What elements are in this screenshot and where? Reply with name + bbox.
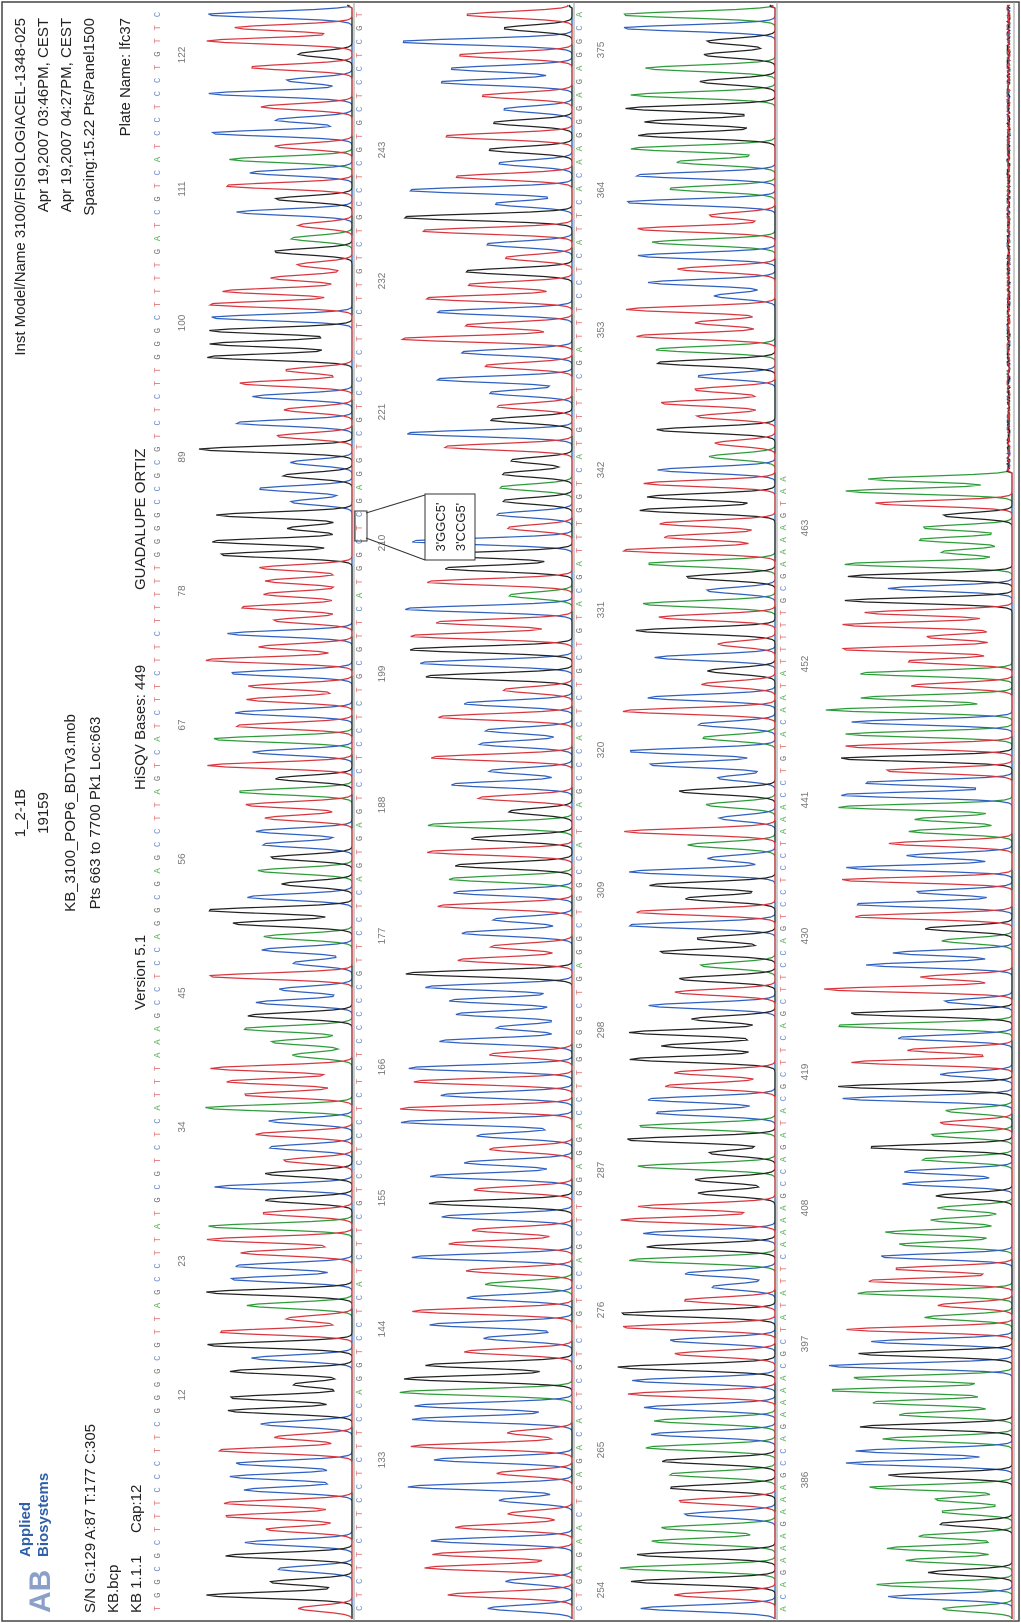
panel: ACAGAAAGAAAGCCAGAAAACGCTATATTCAAAAGCCAGA…: [779, 2, 1014, 1621]
base-position: 188: [377, 796, 388, 813]
base-position: 177: [377, 927, 388, 944]
header-text: Pts 663 to 7700 Pk1 Loc:663: [87, 717, 104, 910]
panel: CTGAGAACTGAGACACTCGTCTGTCCAGCTTGGAGGACCT…: [575, 2, 777, 1621]
base-position: 122: [177, 46, 188, 63]
annotation-text: 3'GGC5': [433, 502, 448, 551]
header-text: Inst Model/Name 3100/FISIOLOGIACEL-1348-…: [12, 18, 29, 356]
annotation: 3'GGC5' 3'CCG5': [355, 494, 475, 560]
trace: [404, 5, 572, 1619]
base-position: 100: [177, 314, 188, 331]
base-position: 430: [800, 927, 811, 944]
header-text: Cap:12: [128, 1485, 145, 1533]
base-position: 419: [800, 1063, 811, 1080]
base-position: 276: [596, 1301, 607, 1318]
header-text: Version 5.1: [132, 935, 149, 1010]
base-position: 265: [596, 1441, 607, 1458]
base-position: 320: [596, 741, 607, 758]
logo-mark: AB: [24, 1570, 57, 1613]
header-text: Apr 19,2007 04:27PM, CEST: [58, 18, 75, 212]
base-position: 331: [596, 601, 607, 618]
annotation-text: 3'CCG5': [453, 503, 468, 551]
base-position: 408: [800, 1199, 811, 1216]
base-position: 463: [800, 519, 811, 536]
base-position: 12: [177, 1389, 188, 1401]
header-text: Apr 19,2007 03:46PM, CEST: [35, 18, 52, 212]
base-position: 199: [377, 665, 388, 682]
base-position: 254: [596, 1581, 607, 1598]
panel: CTCTTCTTCCTCTTCCAGGTCCTCATCTTCGTCCTCCTCT…: [355, 2, 574, 1621]
callout-line: [366, 495, 425, 513]
base-position: 287: [596, 1161, 607, 1178]
base-position: 133: [377, 1451, 388, 1468]
base-position: 298: [596, 1021, 607, 1038]
brand: Biosystems: [35, 1473, 52, 1557]
base-position: 353: [596, 321, 607, 338]
header-text: 1_2-1B: [12, 789, 29, 837]
base-position: 364: [596, 181, 607, 198]
trace: [824, 5, 1012, 1619]
base-position: 309: [596, 881, 607, 898]
printout: AB Applied Biosystems S/N G:129 A:87 T:1…: [0, 0, 1021, 1623]
header-text: 19159: [35, 792, 52, 834]
header-text: Plate Name: lfc37: [117, 18, 134, 136]
header-text: GUADALUPE ORTIZ: [132, 449, 149, 590]
base-position: 342: [596, 461, 607, 478]
page: AB Applied Biosystems S/N G:129 A:87 T:1…: [0, 0, 1021, 1623]
panel: TGGCGCTTTCCCTTCGGGGCGTTAGCCTTATGCGTCTCAT…: [153, 2, 354, 1621]
base-position: 397: [800, 1335, 811, 1352]
base-position: 155: [377, 1189, 388, 1206]
base-position: 221: [377, 403, 388, 420]
base-position: 441: [800, 791, 811, 808]
sequence: TGGCGCTTTCCCTTCGGGGCGTTAGCCTTATGCGTCTCAT…: [153, 11, 163, 1611]
header-text: KB 1.1.1: [128, 1555, 145, 1613]
header-text: KB.bcp: [105, 1565, 122, 1613]
base-position: 23: [177, 1255, 188, 1267]
base-position: 243: [377, 141, 388, 158]
base-position: 78: [177, 585, 188, 597]
base-position: 386: [800, 1471, 811, 1488]
callout-line: [366, 538, 425, 560]
base-position: 232: [377, 272, 388, 289]
header-text: HiSQV Bases: 449: [132, 665, 149, 790]
brand: Applied: [17, 1502, 34, 1557]
sequence: CTCTTCTTCCTCTTCCAGGTCCTCATCTTCGTCCTCCTCT…: [355, 11, 365, 1610]
sequence: CTGAGAACTGAGACACTCGTCTGTCCAGCTTGGAGGACCT…: [575, 11, 585, 1611]
header-text: Spacing:15.22 Pts/Panel1500: [81, 18, 98, 216]
header-text: KB_3100_POP6_BDTv3.mob: [62, 714, 79, 912]
base-position: 452: [800, 655, 811, 672]
logo: AB: [24, 1570, 57, 1613]
base-position: 111: [177, 181, 188, 197]
base-position: 166: [377, 1058, 388, 1075]
base-position: 45: [177, 987, 188, 999]
base-position: 89: [177, 451, 188, 463]
base-position: 375: [596, 41, 607, 58]
base-position: 67: [177, 719, 188, 731]
chromatogram-sheet: AB Applied Biosystems S/N G:129 A:87 T:1…: [0, 0, 1021, 1623]
trace: [624, 5, 775, 1619]
trace: [826, 5, 1012, 1619]
base-position: 144: [377, 1320, 388, 1337]
header-text: S/N G:129 A:87 T:177 C:305: [82, 1424, 99, 1613]
base-position: 34: [177, 1121, 188, 1133]
base-position: 56: [177, 853, 188, 865]
sequence: ACAGAAAGAAAGCCAGAAAACGCTATATTCAAAAGCCAGA…: [779, 476, 789, 1612]
